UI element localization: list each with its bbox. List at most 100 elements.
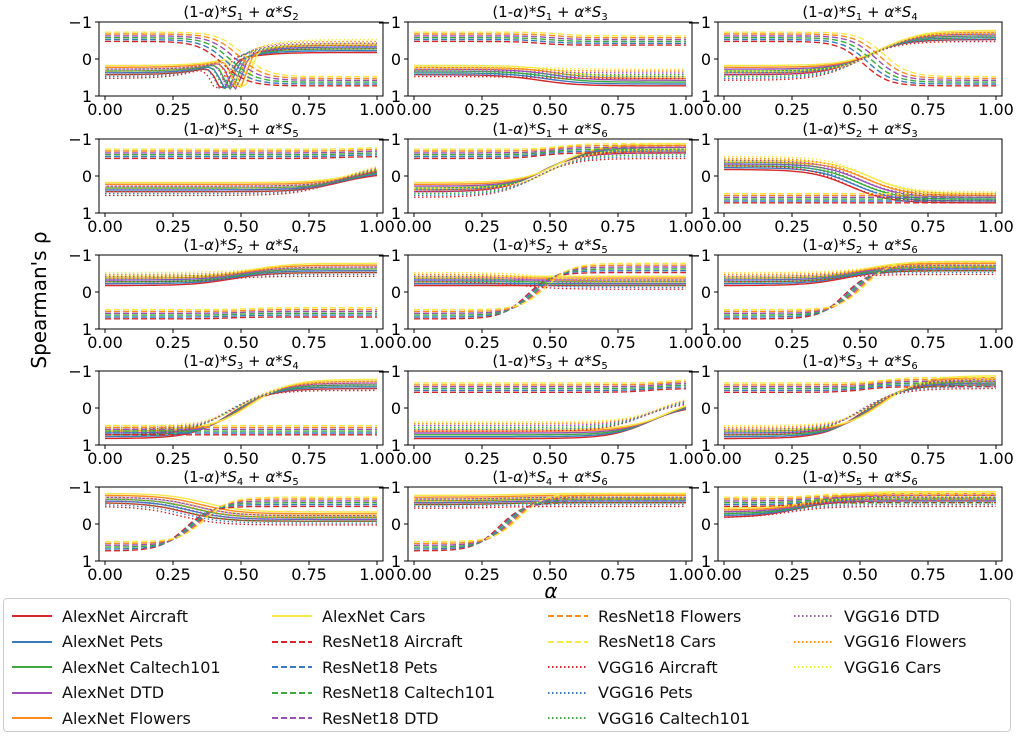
series-line [414, 73, 686, 78]
x-tick-label: 0.25 [155, 449, 191, 468]
y-tick-label: 0 [391, 50, 401, 69]
legend-item: VGG16 Aircraft [548, 655, 718, 679]
series-line [724, 35, 996, 82]
series-line [104, 504, 377, 524]
series-line [414, 503, 686, 508]
series-line [724, 380, 996, 388]
y-tick-label: 0 [701, 515, 711, 534]
subplot-title: (1-α)*S2 + α*S4 [183, 236, 298, 256]
subplot: (1-α)*S3 + α*S6 −1 0 10.00 0.25 0.50 0.75 1.00 [687, 352, 1013, 468]
legend-item: AlexNet Cars [272, 604, 425, 628]
subplot-title: (1-α)*S3 + α*S6 [802, 352, 917, 372]
series-line [724, 384, 996, 392]
x-tick-label: 1.00 [978, 565, 1014, 584]
subplot-series [414, 31, 686, 87]
series-line [105, 37, 377, 83]
series-line [105, 380, 377, 427]
subplot: (1-α)*S2 + α*S5 −1 0 10.00 0.25 0.50 0.75 1.00 [377, 236, 703, 352]
series-line [724, 31, 996, 72]
y-tick-label: 1 [391, 204, 401, 223]
y-tick-label: 1 [391, 87, 401, 106]
subplot: (1-α)*S1 + α*S4 −1 0 10.00 0.25 0.50 0.75 1.00 [687, 3, 1013, 119]
y-tick-label: 1 [82, 552, 92, 571]
series-line [105, 273, 377, 281]
series-line [724, 492, 996, 498]
legend-label: ResNet18 Caltech101 [322, 683, 496, 702]
subplot-title: (1-α)*S3 + α*S4 [183, 352, 298, 372]
x-tick-label: 0.75 [600, 217, 636, 236]
series-line [104, 44, 377, 91]
series-line [723, 382, 996, 430]
subplot: (1-α)*S4 + α*S6 −1 0 10.00 0.25 0.50 0.75 1.00 [377, 468, 703, 584]
series-line [105, 147, 378, 150]
x-tick-label: 0.00 [706, 217, 742, 236]
subplot-title: (1-α)*S2 + α*S3 [802, 120, 917, 140]
series-line [105, 314, 377, 318]
y-tick-label: −1 [377, 246, 401, 265]
subplot-title: (1-α)*S2 + α*S6 [802, 236, 917, 256]
legend-swatch [12, 691, 52, 694]
legend-label: ResNet18 Cars [598, 632, 716, 651]
y-tick-label: 1 [701, 204, 711, 223]
series-line [724, 386, 996, 434]
series-line [414, 281, 686, 290]
legend-swatch [548, 615, 588, 617]
series-line [414, 398, 687, 423]
legend-item: AlexNet Caltech101 [12, 655, 221, 679]
series-line [105, 308, 377, 313]
x-tick-label: 1.00 [668, 565, 704, 584]
legend-swatch [12, 666, 52, 668]
x-tick-label: 0.25 [774, 217, 810, 236]
series-line [104, 502, 377, 522]
series-line [105, 170, 378, 195]
series-line [724, 260, 996, 311]
subplot-title: (1-α)*S1 + α*S5 [183, 120, 298, 140]
series-line [724, 494, 996, 500]
series-line [413, 502, 686, 506]
series-line [105, 168, 378, 184]
legend-item: AlexNet Aircraft [12, 604, 188, 628]
y-tick-label: −1 [377, 13, 401, 32]
subplot-series [723, 29, 997, 87]
series-line [105, 48, 377, 90]
series-line [414, 66, 686, 70]
legend-label: AlexNet Aircraft [62, 606, 189, 626]
series-line [414, 400, 687, 427]
legend: AlexNet Aircraft AlexNet Pets AlexNet Calt… [3, 598, 1011, 732]
series-line [414, 505, 686, 509]
series-line [724, 384, 997, 432]
series-line [414, 31, 686, 37]
series-line [105, 312, 377, 316]
legend-swatch [272, 691, 312, 694]
series-line [724, 33, 996, 80]
series-line [105, 500, 377, 546]
x-tick-label: 0.25 [155, 565, 191, 584]
legend-swatch [12, 640, 52, 643]
series-line [105, 307, 377, 311]
subplot-title: (1-α)*S3 + α*S5 [492, 352, 607, 372]
series-line [414, 68, 686, 72]
subplot-title: (1-α)*S5 + α*S6 [802, 468, 917, 488]
x-tick-label: 0.50 [223, 565, 259, 584]
series-line [414, 273, 686, 283]
x-tick-label: 1.00 [668, 100, 704, 119]
y-tick-label: 1 [82, 87, 92, 106]
series-line [724, 157, 996, 195]
y-tick-label: 0 [82, 399, 92, 418]
y-tick-label: 1 [701, 87, 711, 106]
legend-item: VGG16 Caltech101 [548, 706, 750, 730]
x-tick-label: 0.50 [532, 449, 568, 468]
series-line [105, 148, 378, 152]
series-line [724, 38, 996, 85]
series-line [414, 37, 686, 43]
y-tick-label: 0 [701, 399, 711, 418]
legend-item: ResNet18 Cars [548, 630, 716, 654]
x-tick-label: 0.75 [291, 100, 327, 119]
y-tick-label: −1 [687, 478, 711, 497]
y-tick-label: 1 [701, 552, 711, 571]
series-line [105, 502, 377, 548]
series-line [105, 150, 378, 154]
x-tick-label: 0.25 [774, 333, 810, 352]
series-line [105, 316, 377, 320]
x-tick-label: 1.00 [668, 449, 704, 468]
